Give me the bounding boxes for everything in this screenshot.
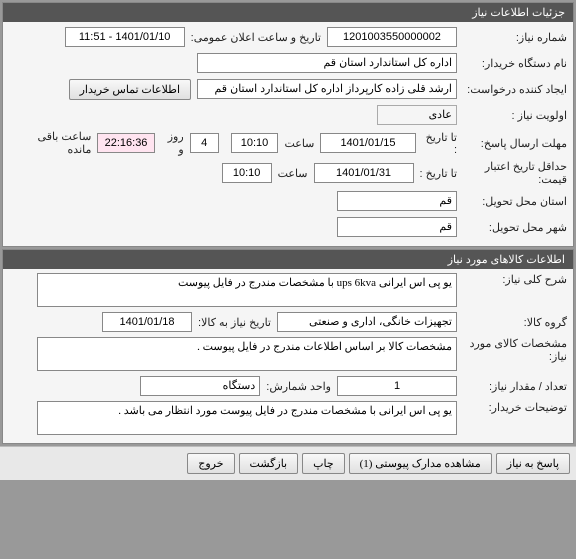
need-no-field: 1201003550000002 (327, 27, 457, 47)
spec-field: مشخصات کالا بر اساس اطلاعات مندرج در فای… (37, 337, 457, 371)
footer-bar: پاسخ به نیاز مشاهده مدارک پیوستی (1) چاپ… (0, 446, 576, 480)
province-label: استان محل تحویل: (457, 195, 567, 208)
reply-time-field: 10:10 (231, 133, 279, 153)
days-remain-field: 4 (190, 133, 219, 153)
reply-deadline-label: مهلت ارسال پاسخ: (457, 137, 567, 150)
pub-datetime-field: 1401/01/10 - 11:51 (65, 27, 185, 47)
city-field: قم (337, 217, 457, 237)
group-label: گروه کالا: (457, 316, 567, 329)
back-button[interactable]: بازگشت (239, 453, 299, 474)
province-field: قم (337, 191, 457, 211)
reply-date-field: 1401/01/15 (320, 133, 415, 153)
priority-label: اولویت نیاز : (457, 109, 567, 122)
hours-remain-label: ساعت باقی مانده (9, 130, 97, 156)
need-date-label: تاریخ نیاز به کالا: (192, 316, 277, 329)
desc-label: شرح کلی نیاز: (457, 273, 567, 286)
requester-field: ارشد قلی زاده کارپرداز اداره کل استاندار… (197, 79, 457, 99)
city-label: شهر محل تحویل: (457, 221, 567, 234)
time-label-2: ساعت (272, 167, 314, 180)
buyer-label: نام دستگاه خریدار: (457, 57, 567, 70)
need-no-label: شماره نیاز: (457, 31, 567, 44)
desc-field: یو پی اس ایرانی ups 6kva با مشخصات مندرج… (37, 273, 457, 307)
panel1-title: جزئیات اطلاعات نیاز (3, 3, 573, 22)
days-remain-label: روز و (155, 130, 190, 156)
print-button[interactable]: چاپ (302, 453, 345, 474)
qty-field: 1 (337, 376, 457, 396)
pub-datetime-label: تاریخ و ساعت اعلان عمومی: (185, 31, 327, 44)
items-panel: اطلاعات کالاهای مورد نیاز شرح کلی نیاز: … (2, 249, 574, 444)
buyer-field: اداره کل استاندارد استان قم (197, 53, 457, 73)
priority-field: عادی (377, 105, 457, 125)
contact-buyer-button[interactable]: اطلاعات تماس خریدار (69, 79, 191, 100)
notes-label: توضیحات خریدار: (457, 401, 567, 414)
qty-label: تعداد / مقدار نیاز: (457, 380, 567, 393)
panel2-title: اطلاعات کالاهای مورد نیاز (3, 250, 573, 269)
unit-field: دستگاه (140, 376, 260, 396)
requester-label: ایجاد کننده درخواست: (457, 83, 567, 96)
hours-remain-field: 22:16:36 (97, 133, 154, 153)
exit-button[interactable]: خروج (187, 453, 234, 474)
time-label-1: ساعت (278, 137, 320, 150)
to-date-label-1: تا تاریخ : (416, 131, 457, 156)
group-field: تجهیزات خانگی، اداری و صنعتی (277, 312, 457, 332)
panel2-body: شرح کلی نیاز: یو پی اس ایرانی ups 6kva ب… (3, 269, 573, 443)
need-date-field: 1401/01/18 (102, 312, 192, 332)
price-time-field: 10:10 (222, 163, 272, 183)
view-attachments-button[interactable]: مشاهده مدارک پیوستی (1) (349, 453, 492, 474)
unit-label: واحد شمارش: (260, 380, 337, 393)
notes-field: یو پی اس ایرانی با مشخصات مندرج در فایل … (37, 401, 457, 435)
need-details-panel: جزئیات اطلاعات نیاز شماره نیاز: 12010035… (2, 2, 574, 247)
to-date-label-2: تا تاریخ : (414, 167, 457, 180)
spec-label: مشخصات کالای مورد نیاز: (457, 337, 567, 363)
panel1-body: شماره نیاز: 1201003550000002 تاریخ و ساع… (3, 22, 573, 246)
reply-button[interactable]: پاسخ به نیاز (496, 453, 570, 474)
price-validity-label: حداقل تاریخ اعتبار قیمت: (457, 160, 567, 186)
price-date-field: 1401/01/31 (314, 163, 414, 183)
